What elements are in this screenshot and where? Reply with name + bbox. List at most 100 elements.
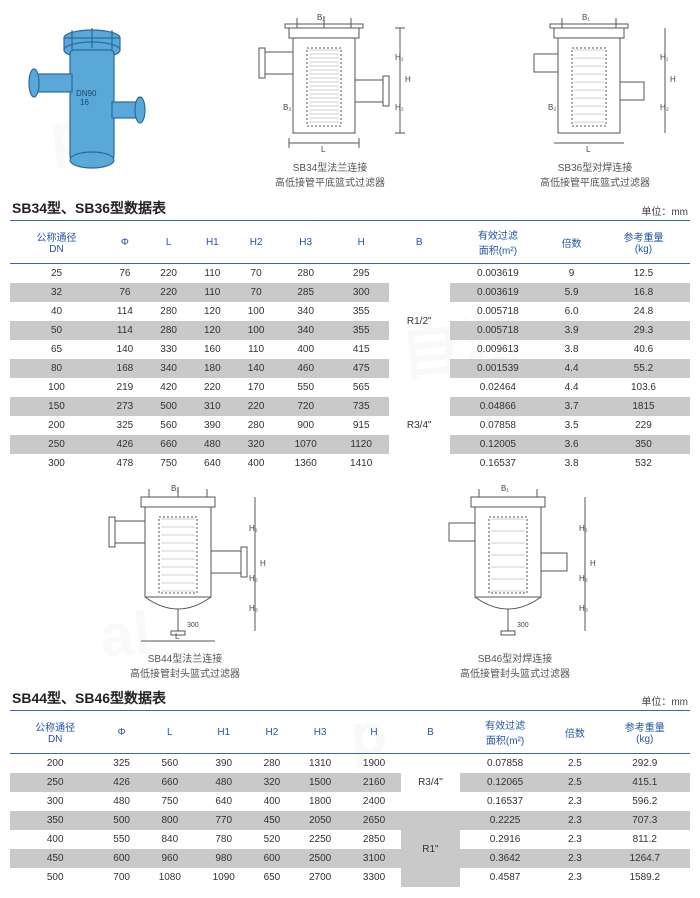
cell: 0.07858 — [460, 754, 550, 774]
cell: 150 — [10, 397, 103, 416]
cell: 219 — [103, 378, 147, 397]
cell: 3.7 — [546, 397, 597, 416]
col-header: 有效过滤面积(m²) — [450, 221, 547, 264]
sb44-label1: SB44型法兰连接 — [95, 650, 275, 665]
cell: 2.3 — [550, 849, 599, 868]
cell: 9 — [546, 264, 597, 284]
cell: 1815 — [597, 397, 690, 416]
cell: 520 — [251, 830, 293, 849]
cell: 0.005718 — [450, 302, 547, 321]
cell: 1360 — [278, 454, 333, 473]
cell: 1589.2 — [600, 868, 690, 887]
cell: 110 — [190, 264, 234, 284]
cell: 114 — [103, 302, 147, 321]
cell: 426 — [103, 435, 147, 454]
table2-header-row: 公称通径DNΦLH1H2H3HB有效过滤面积(m²)倍数参考重量(kg) — [10, 711, 690, 754]
cell: 0.04866 — [450, 397, 547, 416]
cell: 3.8 — [546, 454, 597, 473]
cell: 3.9 — [546, 321, 597, 340]
svg-text:300: 300 — [517, 622, 529, 629]
col-header: H2 — [234, 221, 278, 264]
svg-text:H₂: H₂ — [249, 574, 258, 583]
cell: 2650 — [347, 811, 401, 830]
svg-text:300: 300 — [187, 622, 199, 629]
sb44-label2: 高低接管封头篮式过滤器 — [95, 665, 275, 680]
cell: 460 — [278, 359, 333, 378]
sb46-label1: SB46型对焊连接 — [425, 650, 605, 665]
cell: 295 — [333, 264, 388, 284]
cell: 1120 — [333, 435, 388, 454]
table-row: 450600960980600250031000.36422.31264.7 — [10, 849, 690, 868]
table-row: 501142801201003403550.0057183.929.3 — [10, 321, 690, 340]
cell: 340 — [278, 302, 333, 321]
cell: 0.2225 — [460, 811, 550, 830]
col-header: H — [347, 711, 401, 754]
cell: 1410 — [333, 454, 388, 473]
svg-text:H₁: H₁ — [395, 53, 404, 62]
cell: 3.5 — [546, 416, 597, 435]
table1-header-row: 公称通径DNΦLH1H2H3HB有效过滤面积(m²)倍数参考重量(kg) — [10, 221, 690, 264]
cell: 1070 — [278, 435, 333, 454]
svg-text:H₂: H₂ — [579, 574, 588, 583]
cell: 160 — [190, 340, 234, 359]
cell: 600 — [100, 849, 142, 868]
table-row: 300478750640400136014100.165373.8532 — [10, 454, 690, 473]
svg-text:B₁: B₁ — [582, 13, 590, 22]
cell: 3.6 — [546, 435, 597, 454]
cell: 100 — [234, 302, 278, 321]
table2-unit: 单位：mm — [641, 693, 688, 708]
cell: 280 — [147, 302, 191, 321]
svg-text:H₂: H₂ — [660, 103, 669, 112]
cell: 700 — [100, 868, 142, 887]
table-row: 20032556039028013101900R3/4"0.078582.529… — [10, 754, 690, 774]
svg-text:H₁: H₁ — [249, 524, 258, 533]
cell: 250 — [10, 773, 100, 792]
table-row: 801683401801404604750.0015394.455.2 — [10, 359, 690, 378]
cell-b: R3/4" — [401, 754, 460, 812]
cell: 400 — [234, 454, 278, 473]
cell: 0.3642 — [460, 849, 550, 868]
cell: 340 — [278, 321, 333, 340]
cell: 300 — [10, 454, 103, 473]
svg-text:H₁: H₁ — [660, 53, 669, 62]
table-row: 100219420220170550565R3/4"0.024644.4103.… — [10, 378, 690, 397]
col-header: L — [143, 711, 197, 754]
cell: 220 — [147, 264, 191, 284]
sb36-label1: SB36型对焊连接 — [510, 159, 680, 174]
cell: 1800 — [293, 792, 347, 811]
cell: 400 — [251, 792, 293, 811]
cell: 720 — [278, 397, 333, 416]
cell: 2500 — [293, 849, 347, 868]
cell: 0.16537 — [460, 792, 550, 811]
cell: 32 — [10, 283, 103, 302]
sb36-label2: 高低接管平底篮式过滤器 — [510, 174, 680, 189]
cell: 0.003619 — [450, 283, 547, 302]
cell: 76 — [103, 264, 147, 284]
svg-text:L: L — [586, 145, 591, 154]
cell: 25 — [10, 264, 103, 284]
cell: 350 — [10, 811, 100, 830]
cell: 6.0 — [546, 302, 597, 321]
cell: 29.3 — [597, 321, 690, 340]
table-row: 50070010801090650270033000.45872.31589.2 — [10, 868, 690, 887]
cell: 280 — [147, 321, 191, 340]
cell: 55.2 — [597, 359, 690, 378]
svg-text:H₃: H₃ — [579, 604, 588, 613]
cell: 915 — [333, 416, 388, 435]
cell: 0.2916 — [460, 830, 550, 849]
svg-text:L: L — [175, 632, 180, 641]
table-row: 401142801201003403550.0057186.024.8 — [10, 302, 690, 321]
cell: 325 — [100, 754, 142, 774]
cell: 220 — [147, 283, 191, 302]
cell: 229 — [597, 416, 690, 435]
cell: 2250 — [293, 830, 347, 849]
cell: 350 — [597, 435, 690, 454]
table-row: 3276220110702853000.0036195.916.8 — [10, 283, 690, 302]
cell: 450 — [251, 811, 293, 830]
cell: 426 — [100, 773, 142, 792]
table-row: 2003255603902809009150.078583.5229 — [10, 416, 690, 435]
cell: 220 — [190, 378, 234, 397]
cell: 596.2 — [600, 792, 690, 811]
cell: 565 — [333, 378, 388, 397]
col-header: 倍数 — [550, 711, 599, 754]
